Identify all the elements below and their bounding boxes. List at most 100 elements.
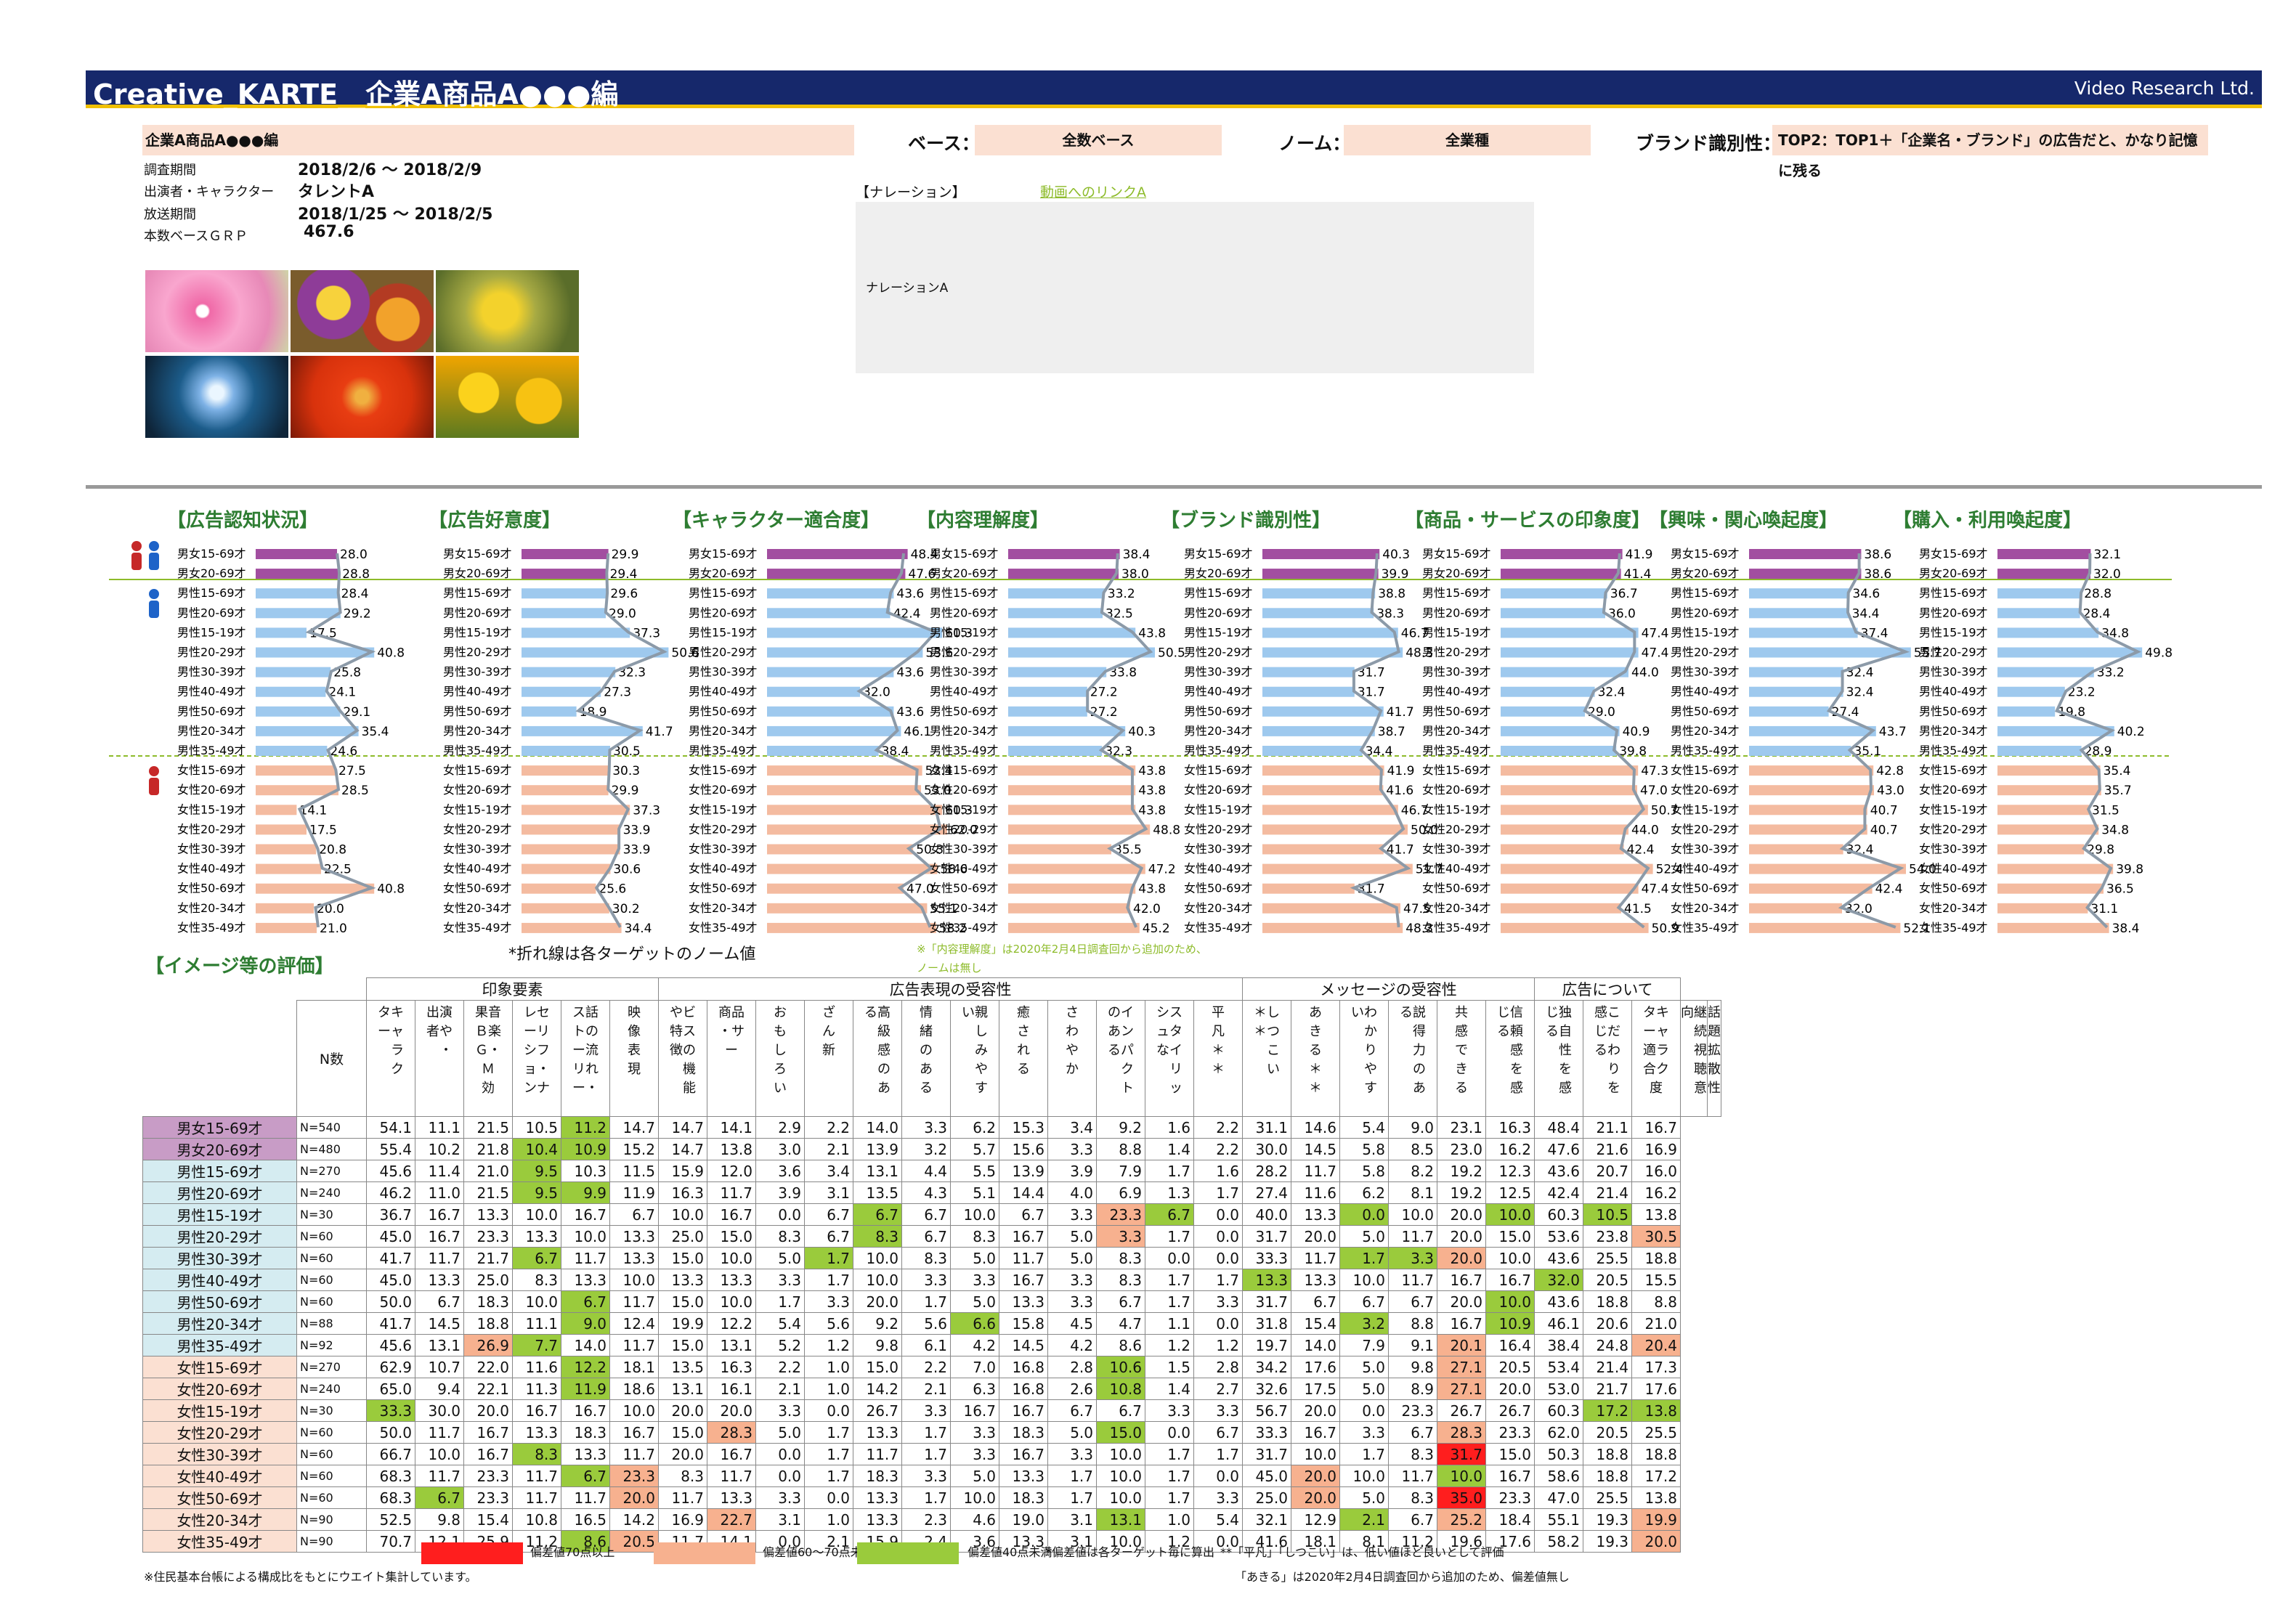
row-label: 男性20-29才 xyxy=(1671,646,1740,659)
table-cell: 8.2 xyxy=(1388,1160,1437,1182)
row-label: 男性20-69才 xyxy=(1671,606,1740,619)
value-label: 28.0 xyxy=(340,548,368,562)
table-cell: 3.3 xyxy=(804,1290,853,1313)
bar xyxy=(522,725,643,736)
table-cell: 11.7 xyxy=(561,1486,610,1509)
bar xyxy=(1749,824,1867,835)
column-header: あ き る ＊ ＊ xyxy=(1291,1000,1340,1117)
value-label: 24.6 xyxy=(330,744,357,759)
bar xyxy=(1997,824,2099,835)
table-cell: 8.3 xyxy=(755,1225,805,1248)
row-label: 男性30-39才 xyxy=(689,665,758,679)
table-cell: 10.0 xyxy=(1096,1465,1145,1487)
row-label: 男女15-69才 xyxy=(1184,547,1253,561)
value-label: 32.3 xyxy=(618,666,646,680)
table-cell: 1.7 xyxy=(804,1443,853,1465)
table-cell: 10.6 xyxy=(1096,1356,1145,1378)
legend-akiru: 「あきる」は2020年2月4日調査回から追加のため、偏差値無し xyxy=(1235,1570,1570,1584)
table-cell: 21.8 xyxy=(463,1138,513,1160)
bar xyxy=(767,725,901,736)
table-cell: 20.6 xyxy=(1583,1312,1632,1335)
row-label: 女性20-29才 xyxy=(177,822,246,836)
narration-text: ナレーションA xyxy=(866,281,949,296)
table-cell: 13.3 xyxy=(561,1443,610,1465)
row-header: 女性35-49才 xyxy=(142,1530,297,1553)
table-cell: 21.4 xyxy=(1583,1356,1632,1378)
table-cell: 8.9 xyxy=(1388,1378,1437,1400)
value-label: 38.8 xyxy=(1378,587,1405,601)
info-value: タレントA xyxy=(298,183,375,201)
value-label: 50.9 xyxy=(1652,922,1679,936)
bar xyxy=(256,863,321,874)
table-cell: 58.6 xyxy=(1534,1465,1583,1487)
table-cell: 20.0 xyxy=(1437,1203,1486,1226)
male-icon xyxy=(149,553,159,570)
value-label: 50.7 xyxy=(1651,803,1679,818)
table-row: 男性20-34才 N=88 41.7 14.5 18.8 11.1 9.0 12.4 19.9 1… xyxy=(142,1312,1721,1335)
cm-name-box: 企業A商品A●●●編 xyxy=(142,125,854,155)
row-label: 女性20-29才 xyxy=(1919,822,1988,836)
value-label: 37.3 xyxy=(633,803,660,818)
bar xyxy=(522,549,609,559)
table-cell: 1.7 xyxy=(1145,1465,1194,1487)
value-label: 41.6 xyxy=(1386,784,1413,798)
table-cell: 20.5 xyxy=(1583,1269,1632,1291)
value-label: 28.9 xyxy=(2085,744,2112,759)
value-label: 39.8 xyxy=(1619,744,1647,759)
table-cell: 10.0 xyxy=(1096,1486,1145,1509)
value-label: 43.6 xyxy=(896,666,924,680)
row-label: 女性15-69才 xyxy=(1671,763,1740,777)
table-cell: 15.0 xyxy=(658,1421,707,1444)
row-label: 男女15-69才 xyxy=(443,547,512,561)
video-link[interactable]: 動画へのリンクA xyxy=(1040,184,1146,200)
table-cell: 68.3 xyxy=(366,1486,415,1509)
row-label: 男性50-69才 xyxy=(1184,704,1253,718)
row-label: 女性20-29才 xyxy=(443,822,512,836)
table-cell: 21.6 xyxy=(1583,1138,1632,1160)
value-label: 58.6 xyxy=(940,863,968,877)
value-label: 53.4 xyxy=(925,764,953,778)
row-label: 女性15-69才 xyxy=(1919,763,1988,777)
value-label: 41.7 xyxy=(1387,843,1414,858)
bar xyxy=(256,765,336,776)
table-cell: 0.0 xyxy=(1145,1421,1194,1444)
value-label: 32.5 xyxy=(1106,606,1133,621)
value-label: 48.4 xyxy=(911,548,938,562)
table-cell: 5.4 xyxy=(755,1312,805,1335)
table-cell: 5.1 xyxy=(950,1181,999,1204)
row-label: 男性20-34才 xyxy=(1919,724,1988,738)
table-cell: 16.5 xyxy=(561,1508,610,1531)
thumbnail-yellow-flowers xyxy=(436,270,579,352)
table-cell: 0.0 xyxy=(1193,1203,1243,1226)
table-cell: 46.2 xyxy=(366,1181,415,1204)
female-icon xyxy=(131,541,142,551)
table-cell: 22.0 xyxy=(463,1356,513,1378)
table-cell: 26.7 xyxy=(1485,1399,1535,1422)
bar xyxy=(1008,725,1126,736)
row-label: 女性15-19才 xyxy=(177,802,246,816)
row-label: 男性40-49才 xyxy=(689,685,758,699)
row-label: 女性15-19才 xyxy=(1671,802,1740,816)
bar xyxy=(1749,844,1843,855)
table-cell: 3.3 xyxy=(755,1399,805,1422)
value-label: 34.8 xyxy=(2101,626,2129,640)
table-cell: 3.3 xyxy=(1047,1138,1097,1160)
row-label: 女性15-19才 xyxy=(930,802,999,816)
value-label: 41.5 xyxy=(1624,902,1652,916)
table-cell: 8.1 xyxy=(1388,1181,1437,1204)
table-cell: 13.3 xyxy=(1291,1203,1340,1226)
table-cell: 20.5 xyxy=(1583,1421,1632,1444)
row-label: 男女20-69才 xyxy=(1184,566,1253,580)
table-cell: 27.1 xyxy=(1437,1356,1486,1378)
table-cell: 6.7 xyxy=(1096,1290,1145,1313)
table-cell: 4.3 xyxy=(901,1181,951,1204)
table-cell: 2.8 xyxy=(1193,1356,1243,1378)
table-cell: 26.7 xyxy=(853,1399,902,1422)
column-header-text: 情 緒 の あ る xyxy=(920,1005,933,1096)
table-cell: 14.4 xyxy=(999,1181,1048,1204)
table-cell: 14.7 xyxy=(609,1116,659,1139)
value-label: 58.2 xyxy=(939,922,967,936)
bar xyxy=(1749,785,1874,796)
table-cell: 2.7 xyxy=(1193,1378,1243,1400)
bar xyxy=(256,824,307,835)
